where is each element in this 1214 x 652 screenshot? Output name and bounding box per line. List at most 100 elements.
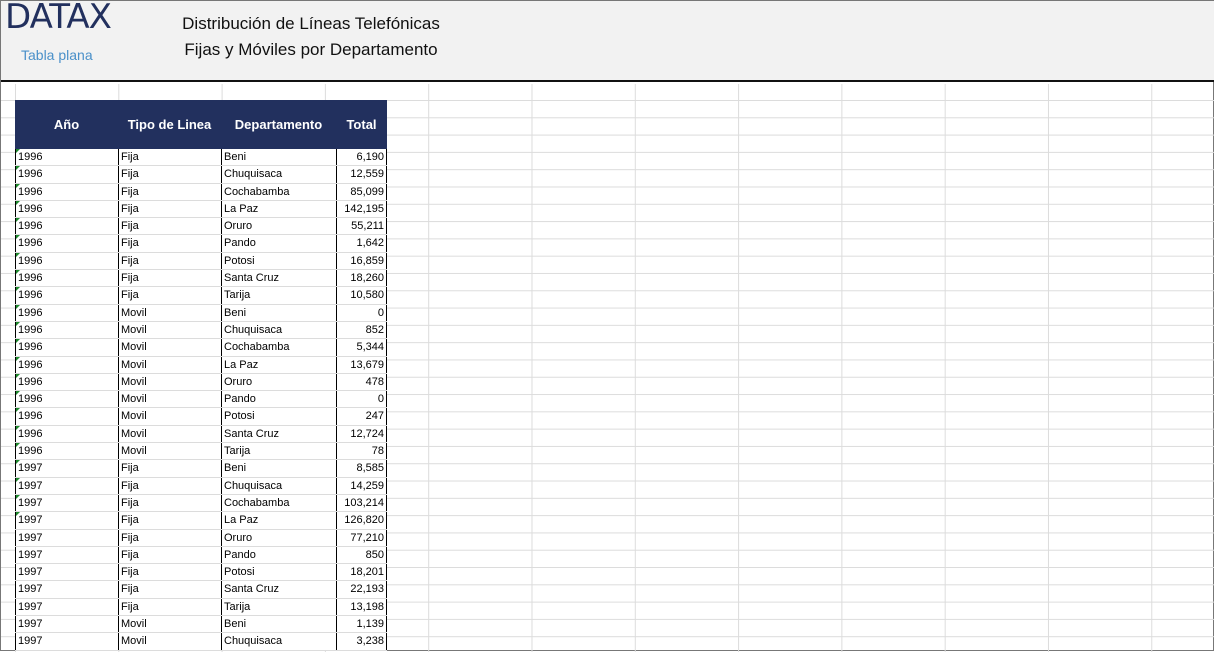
error-indicator-icon[interactable]: [16, 183, 20, 188]
cell-total[interactable]: 1,139: [336, 616, 387, 633]
cell-line-type[interactable]: Movil: [118, 373, 221, 391]
cell-year[interactable]: 1996: [15, 391, 118, 408]
cell-total[interactable]: 22,193: [336, 581, 387, 598]
cell-year[interactable]: 1996: [15, 235, 118, 252]
cell-total[interactable]: 12,724: [336, 425, 387, 443]
error-indicator-icon[interactable]: [16, 149, 20, 153]
cell-total[interactable]: 126,820: [336, 512, 387, 529]
cell-department[interactable]: Beni: [221, 149, 336, 166]
cell-line-type[interactable]: Fija: [118, 166, 221, 183]
cell-line-type[interactable]: Fija: [118, 460, 221, 477]
cell-total[interactable]: 0: [336, 391, 387, 408]
cell-line-type[interactable]: Fija: [118, 183, 221, 200]
column-header-tipo-linea[interactable]: Tipo de Linea: [127, 117, 212, 132]
cell-line-type[interactable]: Fija: [118, 546, 221, 564]
cell-line-type[interactable]: Movil: [118, 321, 221, 339]
column-header-ano[interactable]: Año: [53, 117, 80, 132]
error-indicator-icon[interactable]: [16, 218, 20, 223]
cell-year[interactable]: 1997: [15, 633, 118, 650]
cell-line-type[interactable]: Fija: [118, 200, 221, 218]
cell-year[interactable]: 1996: [15, 252, 118, 270]
cell-department[interactable]: Cochabamba: [221, 339, 336, 356]
cell-year[interactable]: 1997: [15, 598, 118, 616]
cell-year[interactable]: 1996: [15, 356, 118, 373]
error-indicator-icon[interactable]: [16, 425, 20, 430]
cell-department[interactable]: Tarija: [221, 443, 336, 460]
cell-line-type[interactable]: Fija: [118, 270, 221, 287]
cell-year[interactable]: 1996: [15, 166, 118, 183]
cell-line-type[interactable]: Fija: [118, 529, 221, 546]
cell-total[interactable]: 478: [336, 373, 387, 391]
error-indicator-icon[interactable]: [16, 460, 20, 465]
cell-line-type[interactable]: Movil: [118, 304, 221, 321]
error-indicator-icon[interactable]: [16, 270, 20, 275]
cell-year[interactable]: 1997: [15, 529, 118, 546]
error-indicator-icon[interactable]: [16, 477, 20, 482]
cell-line-type[interactable]: Fija: [118, 235, 221, 252]
cell-total[interactable]: 77,210: [336, 529, 387, 546]
cell-year[interactable]: 1997: [15, 512, 118, 529]
cell-department[interactable]: Pando: [221, 235, 336, 252]
cell-department[interactable]: Tarija: [221, 287, 336, 304]
cell-year[interactable]: 1996: [15, 149, 118, 166]
cell-department[interactable]: La Paz: [221, 512, 336, 529]
cell-line-type[interactable]: Fija: [118, 287, 221, 304]
cell-line-type[interactable]: Movil: [118, 616, 221, 633]
cell-total[interactable]: 13,679: [336, 356, 387, 373]
cell-department[interactable]: Chuquisaca: [221, 321, 336, 339]
cell-total[interactable]: 13,198: [336, 598, 387, 616]
cell-department[interactable]: La Paz: [221, 200, 336, 218]
cell-line-type[interactable]: Fija: [118, 477, 221, 494]
cell-year[interactable]: 1996: [15, 408, 118, 425]
cell-line-type[interactable]: Fija: [118, 252, 221, 270]
cell-line-type[interactable]: Fija: [118, 512, 221, 529]
cell-total[interactable]: 0: [336, 304, 387, 321]
cell-total[interactable]: 55,211: [336, 218, 387, 235]
cell-total[interactable]: 12,559: [336, 166, 387, 183]
tabla-plana-link[interactable]: Tabla plana: [21, 47, 93, 63]
cell-department[interactable]: Oruro: [221, 529, 336, 546]
cell-year[interactable]: 1997: [15, 460, 118, 477]
cell-department[interactable]: Cochabamba: [221, 494, 336, 512]
cell-total[interactable]: 6,190: [336, 149, 387, 166]
cell-line-type[interactable]: Fija: [118, 598, 221, 616]
cell-year[interactable]: 1996: [15, 304, 118, 321]
cell-department[interactable]: Pando: [221, 391, 336, 408]
cell-department[interactable]: Chuquisaca: [221, 477, 336, 494]
cell-line-type[interactable]: Movil: [118, 339, 221, 356]
cell-department[interactable]: Potosi: [221, 408, 336, 425]
cell-line-type[interactable]: Fija: [118, 581, 221, 598]
cell-department[interactable]: La Paz: [221, 356, 336, 373]
error-indicator-icon[interactable]: [16, 200, 20, 205]
column-header-total[interactable]: Total: [346, 117, 377, 132]
cell-year[interactable]: 1997: [15, 564, 118, 581]
cell-year[interactable]: 1996: [15, 200, 118, 218]
error-indicator-icon[interactable]: [16, 287, 20, 292]
cell-total[interactable]: 850: [336, 546, 387, 564]
cell-department[interactable]: Oruro: [221, 373, 336, 391]
cell-department[interactable]: Beni: [221, 616, 336, 633]
cell-line-type[interactable]: Movil: [118, 356, 221, 373]
cell-line-type[interactable]: Fija: [118, 564, 221, 581]
cell-year[interactable]: 1996: [15, 321, 118, 339]
cell-department[interactable]: Potosi: [221, 564, 336, 581]
cell-year[interactable]: 1997: [15, 616, 118, 633]
cell-line-type[interactable]: Movil: [118, 408, 221, 425]
cell-line-type[interactable]: Fija: [118, 218, 221, 235]
cell-total[interactable]: 247: [336, 408, 387, 425]
cell-year[interactable]: 1996: [15, 425, 118, 443]
cell-year[interactable]: 1996: [15, 339, 118, 356]
cell-line-type[interactable]: Movil: [118, 425, 221, 443]
cell-total[interactable]: 5,344: [336, 339, 387, 356]
cell-department[interactable]: Tarija: [221, 598, 336, 616]
error-indicator-icon[interactable]: [16, 391, 20, 396]
cell-total[interactable]: 85,099: [336, 183, 387, 200]
error-indicator-icon[interactable]: [16, 494, 20, 499]
error-indicator-icon[interactable]: [16, 235, 20, 240]
cell-year[interactable]: 1996: [15, 373, 118, 391]
error-indicator-icon[interactable]: [16, 339, 20, 344]
error-indicator-icon[interactable]: [16, 304, 20, 309]
cell-year[interactable]: 1996: [15, 183, 118, 200]
cell-department[interactable]: Beni: [221, 460, 336, 477]
column-header-departamento[interactable]: Departamento: [234, 117, 323, 132]
